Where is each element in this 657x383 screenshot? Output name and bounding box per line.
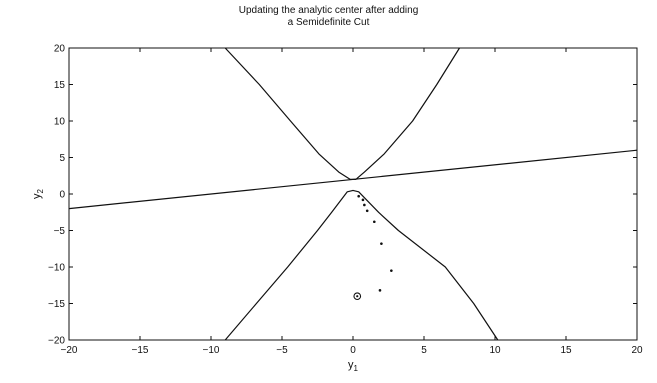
analytic-center-marker [353, 292, 362, 301]
iterate-point [357, 194, 360, 198]
x-axis-label: y1 [348, 359, 359, 373]
y-tick-label: 10 [54, 117, 66, 128]
iterate-point [390, 269, 393, 272]
analytic-center-dot [356, 295, 359, 298]
y-axis-label-subscript: 2 [36, 188, 45, 193]
iterate-point [378, 289, 382, 292]
iterate-point [380, 242, 383, 245]
series-lower-curve [224, 189, 499, 341]
y-tick-labels: −20 −15 −10 −5 0 5 10 15 20 [48, 44, 65, 347]
x-axis-label-subscript: 1 [354, 364, 359, 373]
y-tick-label: −15 [48, 299, 65, 310]
y-axis-label: y2 [31, 188, 45, 199]
iterate-point [365, 209, 369, 213]
y-tick-label: 0 [59, 190, 65, 201]
x-tick-label: 10 [489, 345, 501, 356]
x-tick-label: −10 [203, 345, 220, 356]
x-tick-label: 5 [421, 345, 427, 356]
x-tick-label: −20 [61, 345, 78, 356]
x-tick-label: 0 [350, 345, 356, 356]
y-tick-label: 20 [54, 44, 66, 55]
x-tick-labels: −20 −15 −10 −5 0 5 10 15 20 [61, 345, 643, 356]
y-tick-label: 15 [54, 80, 66, 91]
chart-title-line-1: Updating the analytic center after addin… [238, 5, 419, 16]
series-upper-curve [224, 47, 461, 180]
y-tick-label: −10 [48, 263, 65, 274]
x-tick-label: −15 [132, 345, 149, 356]
y-axis-label-base: y [31, 193, 43, 199]
iterate-point [363, 203, 366, 207]
y-tick-label: −20 [48, 336, 65, 347]
axes-frame [68, 47, 638, 341]
iterate-point [373, 220, 376, 224]
series-layer [68, 47, 638, 341]
x-tick-label: 15 [560, 345, 572, 356]
chart-title-line-2: a Semidefinite Cut [287, 17, 370, 28]
iterate-point [361, 198, 365, 202]
x-tick-label: 20 [631, 345, 643, 356]
y-tick-label: 5 [59, 153, 65, 164]
x-tick-label: −5 [276, 345, 288, 356]
x-axis-label-base: y [348, 359, 354, 371]
iterate-points [353, 194, 393, 301]
y-tick-label: −5 [54, 226, 66, 237]
